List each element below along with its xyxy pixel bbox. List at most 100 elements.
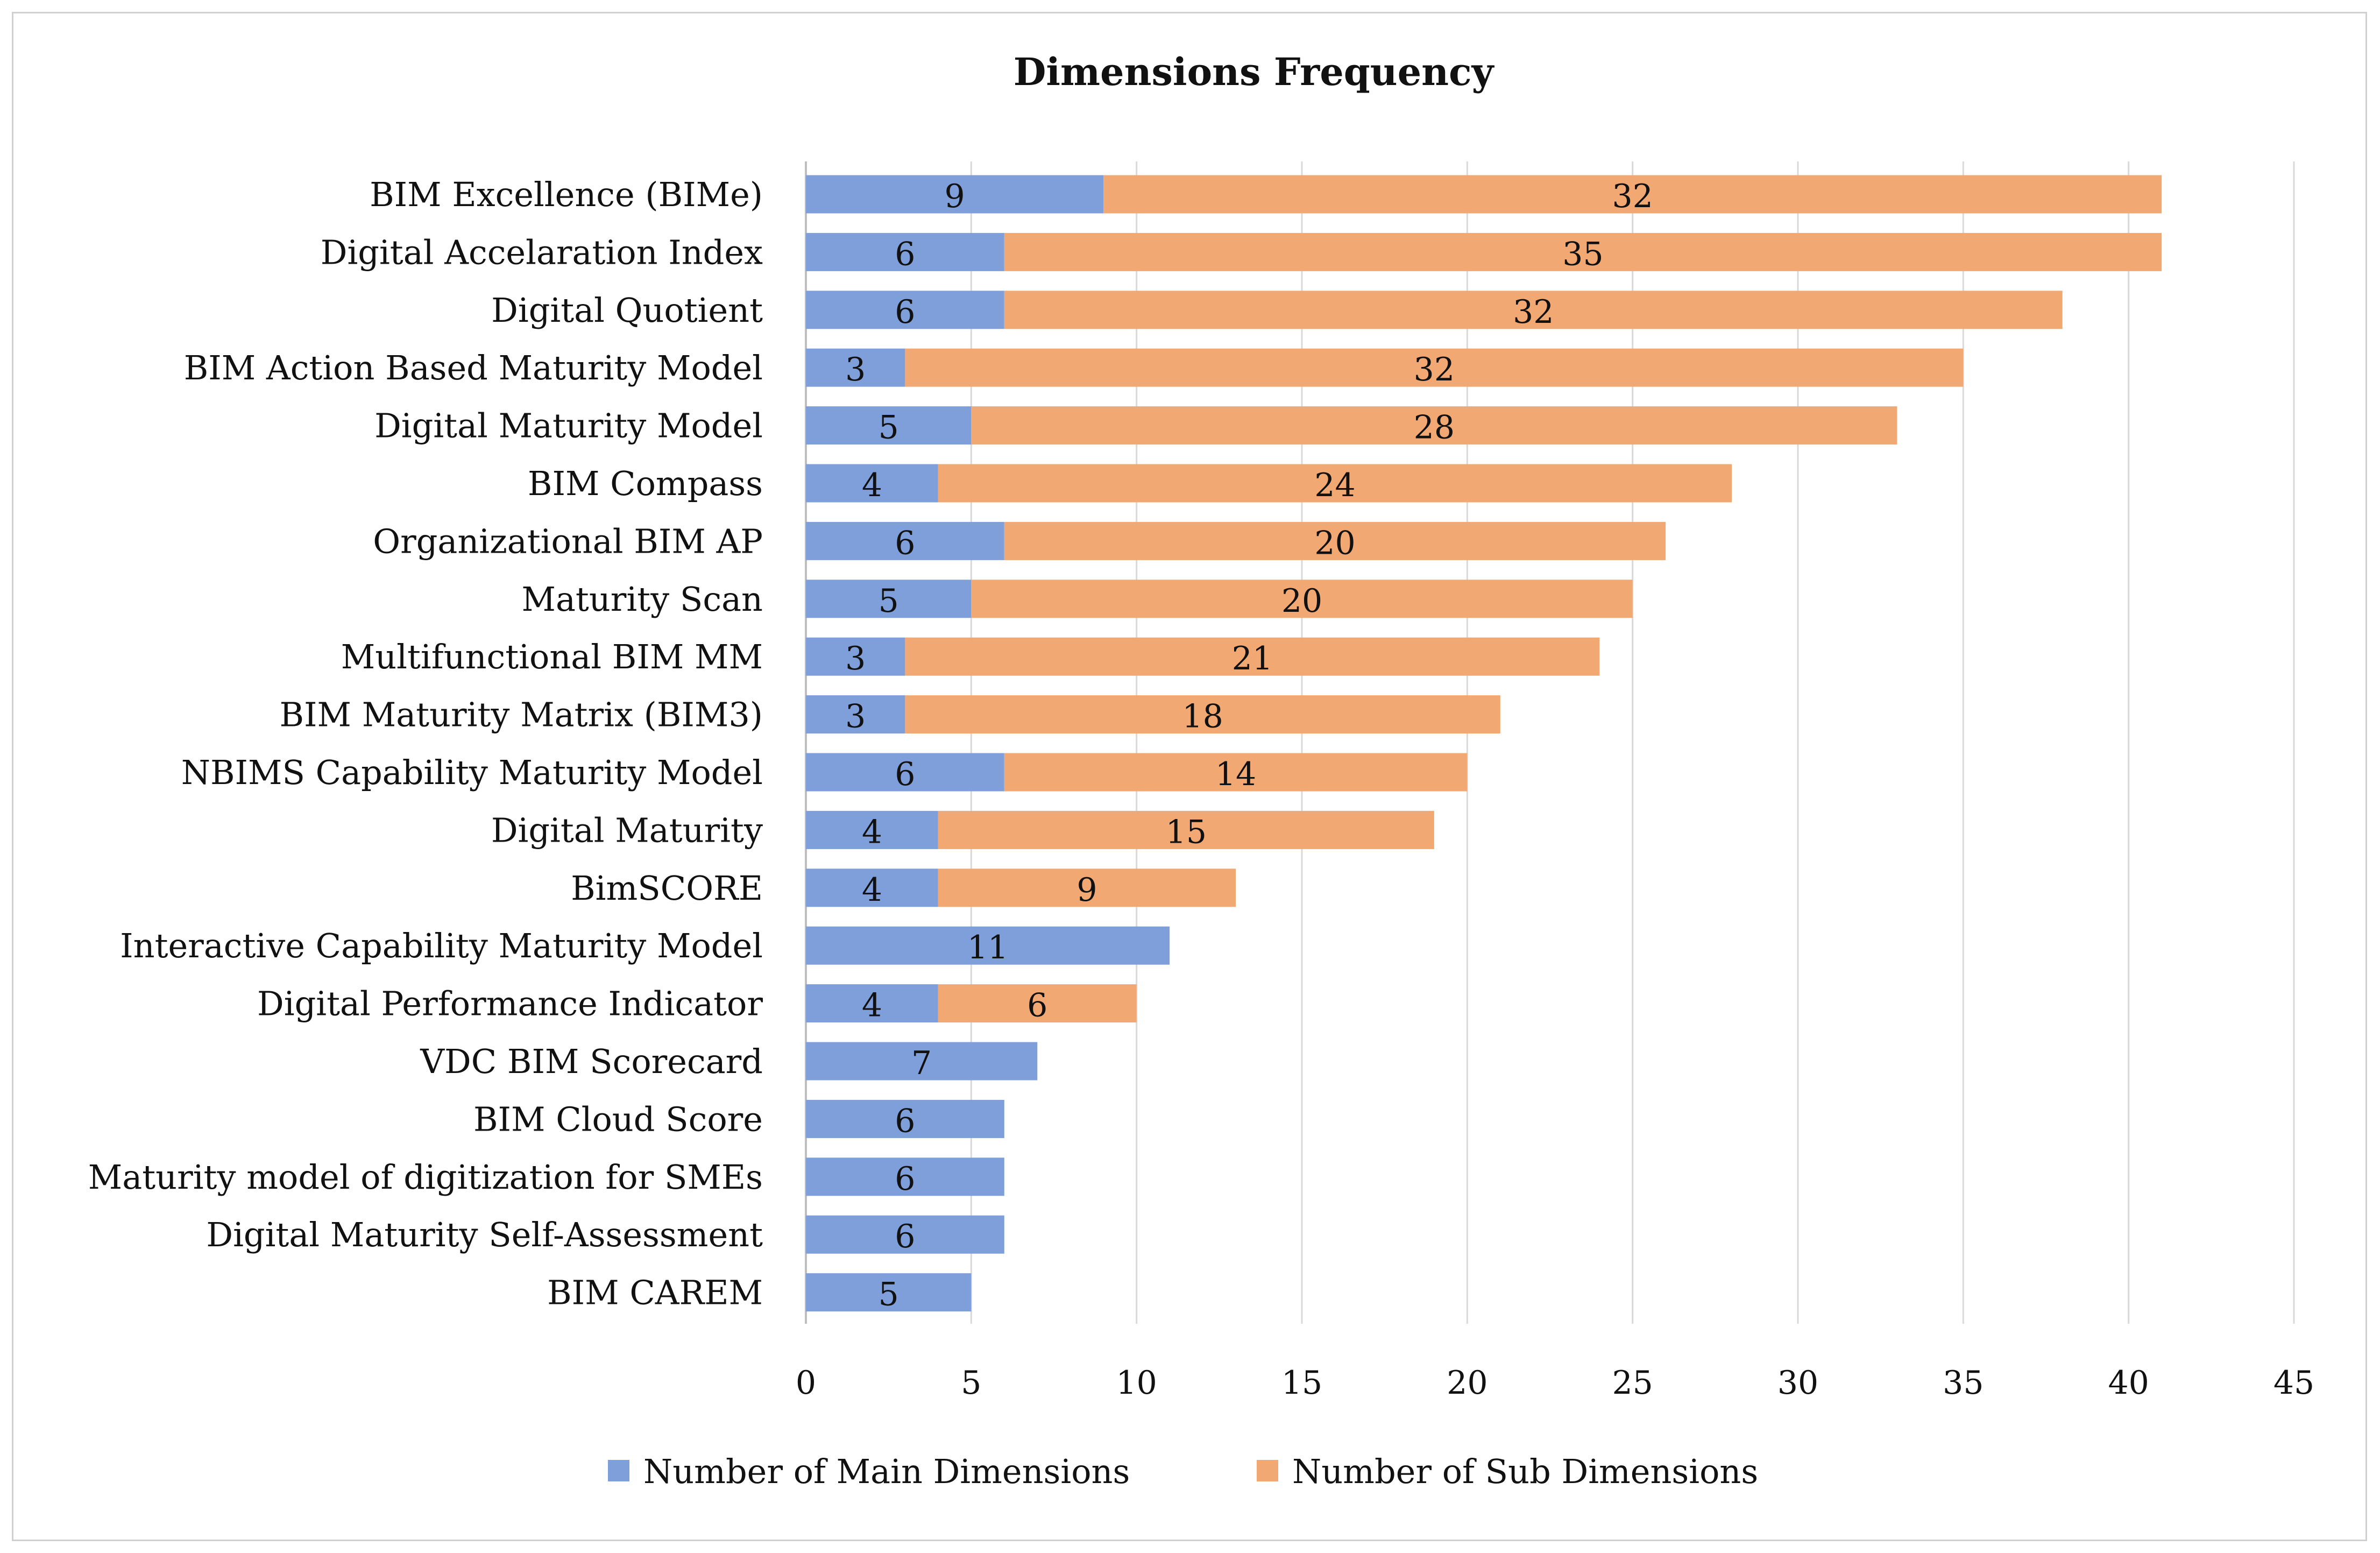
category-label: Digital Performance Indicator (257, 984, 763, 1023)
category-label: Maturity Scan (521, 580, 763, 619)
x-tick-label: 35 (1943, 1364, 1984, 1402)
category-label: BIM CAREM (547, 1273, 763, 1312)
data-label-sub: 18 (1182, 698, 1223, 736)
bar-sub-dimensions (905, 637, 1600, 676)
bar-main-dimensions (806, 1157, 1004, 1196)
data-label-sub: 20 (1314, 524, 1355, 562)
category-label: BIM Excellence (BIMe) (370, 175, 763, 214)
data-label-main: 6 (895, 1102, 915, 1140)
x-tick-label: 5 (961, 1364, 981, 1402)
legend-swatch-sub (1257, 1460, 1278, 1481)
data-label-sub: 14 (1215, 756, 1256, 793)
category-label: Digital Quotient (491, 291, 763, 330)
data-label-main: 4 (862, 467, 882, 504)
category-label: Digital Accelaration Index (321, 232, 763, 272)
data-label-sub: 32 (1414, 351, 1455, 389)
bar-sub-dimensions (938, 869, 1236, 907)
bar-main-dimensions (806, 695, 905, 734)
data-label-sub: 32 (1612, 178, 1653, 215)
bar-main-dimensions (806, 869, 938, 907)
category-label: NBIMS Capability Maturity Model (181, 753, 763, 792)
category-label: Digital Maturity (491, 810, 763, 850)
bar-main-dimensions (806, 753, 1004, 792)
x-tick-label: 10 (1116, 1364, 1157, 1402)
x-tick-label: 0 (796, 1364, 816, 1402)
category-label: Digital Maturity Self-Assessment (206, 1215, 763, 1254)
bar-sub-dimensions (1004, 521, 1666, 560)
category-label: VDC BIM Scorecard (420, 1042, 763, 1081)
bar-main-dimensions (806, 175, 1104, 214)
legend-swatch-main (608, 1460, 629, 1481)
data-label-main: 4 (862, 987, 882, 1025)
x-tick-label: 15 (1281, 1364, 1322, 1402)
data-label-sub: 21 (1232, 640, 1273, 677)
bar-sub-dimensions (905, 695, 1500, 734)
category-label: Multifunctional BIM MM (341, 637, 763, 676)
data-label-sub: 24 (1314, 467, 1355, 504)
data-label-main: 5 (879, 409, 899, 447)
category-label: Digital Maturity Model (374, 406, 763, 446)
category-label: Maturity model of digitization for SMEs (88, 1157, 763, 1197)
bar-sub-dimensions (1004, 232, 2162, 271)
bar-sub-dimensions (971, 580, 1633, 618)
bar-sub-dimensions (938, 464, 1732, 503)
data-label-main: 4 (862, 871, 882, 909)
data-label-sub: 32 (1513, 293, 1554, 331)
data-label-main: 4 (862, 813, 882, 851)
bar-main-dimensions (806, 291, 1004, 329)
legend-label-sub: Number of Sub Dimensions (1292, 1452, 1758, 1491)
data-label-sub: 15 (1166, 813, 1207, 851)
bar-sub-dimensions (971, 406, 1897, 445)
bar-main-dimensions (806, 464, 938, 503)
data-label-main: 3 (845, 351, 866, 389)
category-label: BIM Maturity Matrix (BIM3) (279, 695, 763, 735)
data-label-main: 11 (967, 929, 1008, 966)
data-label-main: 6 (895, 1218, 915, 1255)
data-label-sub: 9 (1076, 871, 1097, 909)
data-label-main: 3 (845, 698, 866, 736)
category-label: Interactive Capability Maturity Model (120, 926, 763, 965)
bar-main-dimensions (806, 521, 1004, 560)
data-label-main: 9 (945, 178, 965, 215)
category-label: BIM Cloud Score (473, 1099, 763, 1139)
bar-main-dimensions (806, 1273, 972, 1312)
bar-sub-dimensions (1004, 291, 2063, 329)
bar-sub-dimensions (905, 348, 1964, 387)
data-label-main: 6 (895, 524, 915, 562)
bar-main-dimensions (806, 637, 905, 676)
data-label-sub: 35 (1562, 235, 1603, 273)
data-label-main: 5 (879, 1276, 899, 1314)
bar-main-dimensions (806, 926, 1170, 965)
bar-main-dimensions (806, 580, 972, 618)
category-label: Organizational BIM AP (373, 521, 763, 561)
data-label-main: 6 (895, 235, 915, 273)
legend-label-main: Number of Main Dimensions (643, 1452, 1130, 1491)
category-label: BIM Action Based Maturity Model (184, 348, 763, 387)
chart-title: Dimensions Frequency (1014, 50, 1495, 94)
bar-sub-dimensions (938, 810, 1434, 849)
x-tick-label: 20 (1447, 1364, 1488, 1402)
data-label-sub: 28 (1414, 409, 1455, 447)
data-label-main: 7 (911, 1044, 932, 1082)
x-tick-label: 40 (2108, 1364, 2149, 1402)
bar-main-dimensions (806, 406, 972, 445)
data-label-main: 6 (895, 293, 915, 331)
bar-main-dimensions (806, 1215, 1004, 1254)
bar-main-dimensions (806, 348, 905, 387)
bar-main-dimensions (806, 810, 938, 849)
bar-sub-dimensions (1004, 753, 1468, 792)
x-tick-label: 25 (1612, 1364, 1653, 1402)
data-label-main: 6 (895, 756, 915, 793)
data-label-main: 6 (895, 1160, 915, 1198)
bar-sub-dimensions (1103, 175, 2162, 214)
bar-main-dimensions (806, 1099, 1004, 1138)
data-label-sub: 6 (1027, 987, 1047, 1025)
bar-main-dimensions (806, 984, 938, 1023)
x-tick-label: 45 (2273, 1364, 2314, 1402)
data-label-sub: 20 (1281, 582, 1322, 620)
chart-frame (12, 12, 2367, 1541)
x-tick-label: 30 (1777, 1364, 1818, 1402)
data-label-main: 5 (879, 582, 899, 620)
bar-main-dimensions (806, 1042, 1038, 1081)
